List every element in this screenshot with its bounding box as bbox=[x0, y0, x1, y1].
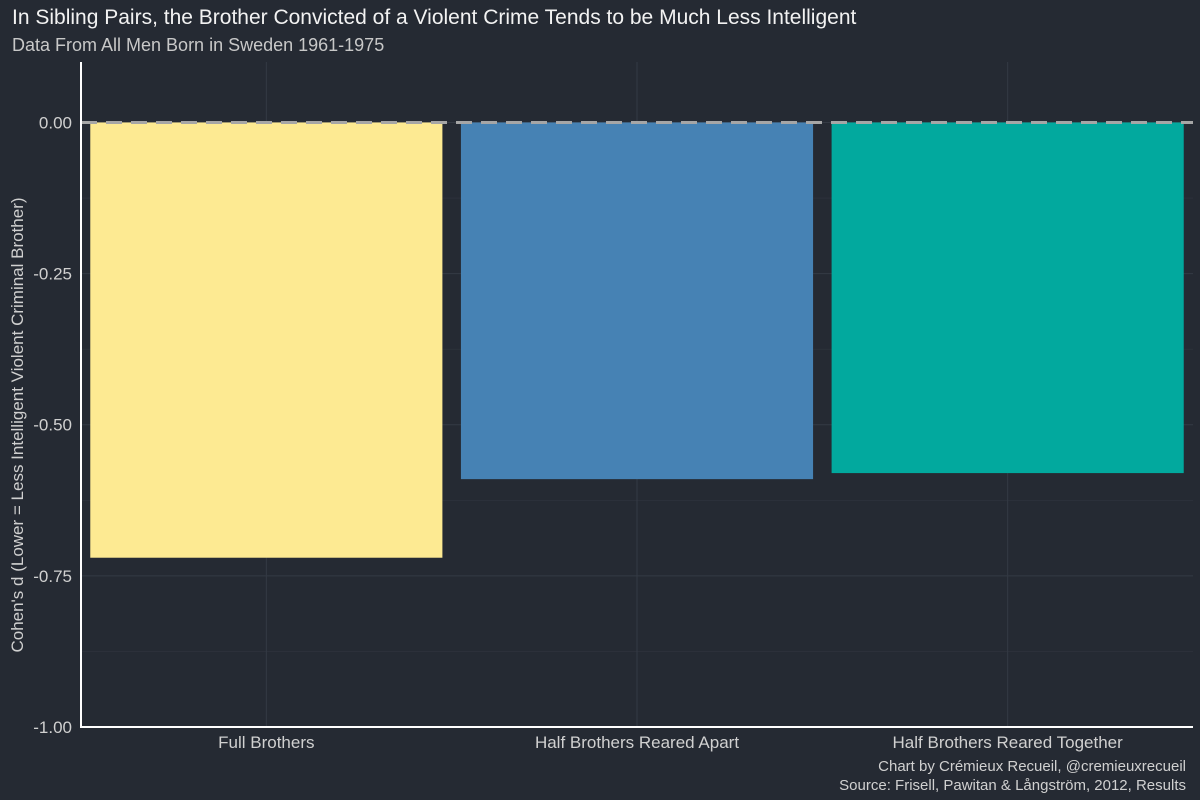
y-tick-label: -0.50 bbox=[33, 416, 72, 435]
y-tick-label: -0.25 bbox=[33, 265, 72, 284]
chart-source: Source: Frisell, Pawitan & Långström, 20… bbox=[839, 777, 1186, 794]
y-tick-label: 0.00 bbox=[39, 113, 72, 132]
y-tick-label: -1.00 bbox=[33, 718, 72, 737]
chart-credit: Chart by Crémieux Recueil, @cremieuxrecu… bbox=[878, 758, 1186, 775]
x-tick-label: Half Brothers Reared Together bbox=[893, 733, 1124, 752]
x-tick-label: Half Brothers Reared Apart bbox=[535, 733, 739, 752]
chart-subtitle: Data From All Men Born in Sweden 1961-19… bbox=[12, 35, 385, 55]
bar-3 bbox=[831, 122, 1184, 474]
bar-2 bbox=[460, 122, 814, 480]
chart-title: In Sibling Pairs, the Brother Convicted … bbox=[12, 6, 857, 29]
bar-1 bbox=[90, 122, 443, 558]
y-tick-label: -0.75 bbox=[33, 567, 72, 586]
x-tick-label: Full Brothers bbox=[218, 733, 314, 752]
